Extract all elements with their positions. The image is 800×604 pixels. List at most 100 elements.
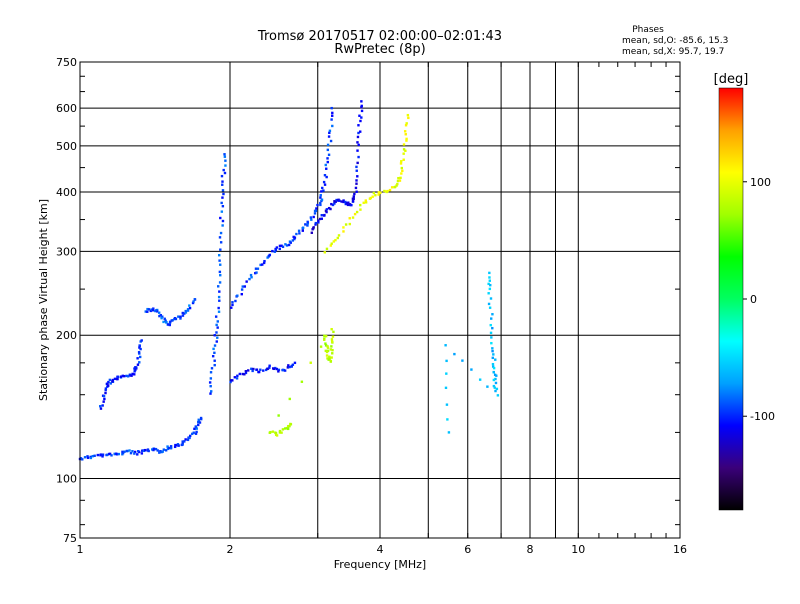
data-point bbox=[325, 175, 328, 179]
data-point bbox=[326, 346, 330, 349]
x-tick-label: 6 bbox=[464, 543, 471, 556]
data-point bbox=[86, 455, 89, 458]
data-point bbox=[213, 363, 216, 367]
data-point bbox=[362, 201, 365, 204]
data-point bbox=[133, 370, 136, 373]
data-point bbox=[133, 452, 136, 455]
data-point bbox=[163, 317, 166, 320]
data-point bbox=[306, 224, 309, 227]
chart-title: Tromsø 20170517 02:00:00–02:01:43 bbox=[257, 29, 502, 44]
data-point bbox=[335, 198, 338, 202]
colorbar-ticks: 100 0 -100 bbox=[743, 176, 775, 423]
data-point bbox=[356, 141, 359, 144]
data-point bbox=[319, 345, 323, 348]
data-point bbox=[174, 317, 178, 321]
data-point bbox=[291, 239, 295, 242]
data-point bbox=[486, 385, 489, 388]
data-point bbox=[244, 370, 248, 373]
y-tick-label: 500 bbox=[56, 140, 77, 153]
data-point bbox=[81, 458, 84, 461]
data-point bbox=[322, 180, 326, 184]
data-point bbox=[195, 430, 198, 434]
data-point bbox=[353, 192, 356, 196]
data-point bbox=[218, 290, 221, 293]
data-point bbox=[111, 380, 114, 383]
data-point bbox=[330, 338, 334, 341]
data-point bbox=[288, 397, 291, 401]
data-point bbox=[278, 431, 282, 434]
data-point bbox=[102, 394, 106, 398]
data-point bbox=[136, 363, 140, 366]
data-point bbox=[218, 270, 222, 274]
data-point bbox=[221, 189, 225, 192]
data-point bbox=[300, 380, 304, 383]
data-point bbox=[359, 208, 362, 211]
data-point bbox=[224, 164, 227, 167]
data-point bbox=[320, 199, 323, 203]
data-point bbox=[319, 194, 322, 197]
data-point bbox=[161, 450, 164, 453]
data-point bbox=[162, 448, 166, 451]
data-point bbox=[489, 297, 493, 300]
data-point bbox=[348, 222, 352, 226]
data-point bbox=[193, 298, 197, 301]
x-tick-label: 16 bbox=[673, 543, 687, 556]
data-point bbox=[352, 195, 356, 198]
data-point bbox=[192, 300, 195, 303]
data-point bbox=[489, 331, 493, 335]
data-point bbox=[275, 367, 279, 371]
data-point bbox=[223, 153, 226, 156]
data-point bbox=[272, 367, 276, 371]
data-point bbox=[268, 364, 271, 367]
data-point bbox=[121, 450, 124, 454]
data-point bbox=[247, 369, 250, 372]
data-point bbox=[327, 206, 331, 210]
data-point bbox=[401, 169, 404, 173]
data-point bbox=[388, 188, 392, 192]
data-point bbox=[304, 223, 307, 226]
data-point bbox=[398, 179, 402, 182]
data-point bbox=[355, 179, 358, 182]
data-point bbox=[220, 210, 224, 213]
colorbar-label: [deg] bbox=[714, 72, 749, 87]
data-point bbox=[176, 443, 180, 446]
data-point bbox=[119, 375, 123, 378]
data-point bbox=[288, 424, 291, 428]
data-point bbox=[285, 427, 288, 430]
data-point bbox=[125, 374, 128, 378]
data-point bbox=[453, 352, 456, 356]
data-point bbox=[255, 271, 258, 274]
data-point bbox=[184, 311, 188, 314]
y-tick-label: 75 bbox=[63, 532, 77, 545]
data-point bbox=[277, 414, 280, 417]
data-point bbox=[245, 280, 248, 283]
data-point bbox=[165, 321, 168, 324]
data-point bbox=[444, 344, 447, 347]
data-point bbox=[495, 387, 499, 391]
data-point bbox=[402, 143, 406, 146]
grid bbox=[80, 62, 680, 538]
data-point bbox=[317, 219, 320, 222]
data-point bbox=[215, 323, 218, 327]
data-point bbox=[141, 449, 144, 452]
data-point bbox=[338, 199, 341, 202]
data-points bbox=[78, 100, 500, 461]
data-point bbox=[324, 349, 327, 353]
data-point bbox=[188, 436, 191, 439]
data-point bbox=[488, 276, 491, 279]
x-tick-label: 4 bbox=[377, 543, 384, 556]
data-point bbox=[133, 367, 136, 370]
data-point bbox=[137, 450, 140, 453]
data-point bbox=[345, 201, 349, 205]
data-point bbox=[324, 334, 328, 338]
data-point bbox=[289, 241, 292, 244]
data-point bbox=[360, 116, 363, 119]
data-point bbox=[179, 317, 182, 320]
data-point bbox=[238, 372, 242, 376]
data-point bbox=[210, 367, 214, 370]
phase-stats-line1: mean, sd,O: -85.6, 15.3 bbox=[622, 36, 728, 46]
data-point bbox=[151, 448, 154, 451]
data-point bbox=[211, 354, 215, 358]
data-point bbox=[138, 346, 141, 349]
data-point bbox=[213, 351, 216, 355]
